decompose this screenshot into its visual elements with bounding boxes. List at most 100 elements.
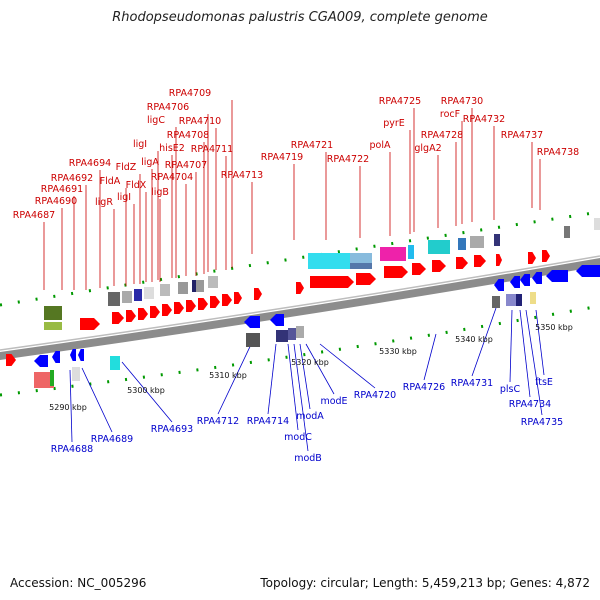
reverse-gene-label: RPA4726	[403, 382, 445, 393]
forward-gene-arrow	[254, 288, 262, 300]
reverse-gene-label: ftsE	[535, 377, 553, 388]
reverse-gene-arrow	[70, 349, 76, 361]
reverse-gene-arrow	[78, 349, 84, 361]
forward-gene-label: RPA4690	[35, 196, 77, 207]
kbp-scale-label: 5330 kbp	[379, 347, 417, 356]
reverse-gene-leader	[305, 343, 335, 395]
reverse-gene-label: RPA4720	[354, 390, 396, 401]
forward-gene-arrow	[296, 282, 304, 294]
reverse-gene-leader	[121, 361, 173, 423]
forward-gene-arrow	[150, 306, 160, 318]
kbp-scale-label: 5320 kbp	[291, 358, 329, 367]
reverse-gene-label: RPA4734	[509, 399, 551, 410]
reverse-gene-arrow	[510, 276, 520, 288]
feature-box	[380, 247, 406, 261]
feature-box	[470, 236, 484, 248]
forward-gene-arrow	[126, 310, 136, 322]
forward-gene-label: RPA4738	[537, 147, 579, 158]
forward-gene-label: RPA4704	[151, 172, 193, 183]
reverse-gene-leader	[423, 333, 437, 381]
reverse-gene-arrow	[520, 274, 530, 286]
reverse-gene-leader	[535, 309, 545, 376]
reverse-gene-arrow	[546, 270, 568, 282]
feature-box	[144, 287, 154, 299]
feature-box	[428, 240, 450, 254]
forward-gene-arrow	[234, 292, 242, 304]
reverse-gene-arrow	[576, 265, 600, 277]
forward-gene-arrow	[186, 300, 196, 312]
reverse-gene-label: RPA4731	[451, 378, 493, 389]
forward-gene-label: RPA4713	[221, 170, 263, 181]
feature-box	[72, 367, 80, 381]
genome-summary: Topology: circular; Length: 5,459,213 bp…	[260, 576, 590, 590]
reverse-gene-leader	[519, 309, 531, 398]
forward-gene-label: ligR	[95, 197, 113, 208]
feature-box	[50, 370, 54, 386]
forward-gene-label: ligI	[117, 192, 131, 203]
reverse-gene-label: RPA4712	[197, 416, 239, 427]
reverse-gene-leader	[293, 343, 309, 452]
reverse-gene-label: RPA4714	[247, 416, 289, 427]
chromosome-backbone	[0, 258, 600, 360]
feature-box	[134, 289, 142, 301]
reverse-gene-leader	[287, 343, 299, 431]
feature-box	[530, 292, 536, 304]
feature-box	[506, 294, 516, 306]
feature-box	[208, 276, 218, 288]
forward-gene-arrow	[222, 294, 232, 306]
reverse-gene-leader	[81, 367, 113, 433]
reverse-gene-label: modB	[294, 453, 322, 464]
kbp-scale-label: 5310 kbp	[209, 371, 247, 380]
feature-box	[276, 330, 288, 342]
forward-gene-label: rocF	[440, 109, 460, 120]
forward-gene-label: ligB	[151, 187, 169, 198]
reverse-gene-label: modE	[320, 396, 347, 407]
feature-box	[516, 294, 522, 306]
forward-gene-arrow	[210, 296, 220, 308]
reverse-gene-leader	[267, 343, 277, 415]
reverse-gene-leader	[525, 309, 543, 416]
accession-label: Accession: NC_005296	[10, 576, 147, 590]
feature-box	[122, 291, 132, 303]
forward-gene-label: ligA	[141, 157, 159, 168]
forward-gene-label: RPA4737	[501, 130, 543, 141]
forward-gene-arrow	[138, 308, 148, 320]
feature-box	[458, 238, 466, 250]
feature-box	[564, 226, 570, 238]
forward-gene-arrow	[384, 266, 408, 278]
backbone-highlight	[0, 255, 600, 351]
reverse-gene-leader	[299, 343, 311, 410]
forward-gene-arrow	[496, 254, 502, 266]
reverse-gene-leader	[471, 307, 497, 377]
forward-gene-arrow	[6, 354, 16, 366]
feature-box	[296, 326, 304, 338]
reverse-gene-arrow	[532, 272, 542, 284]
forward-gene-label: RPA4711	[191, 144, 233, 155]
forward-gene-label: RPA4687	[13, 210, 55, 221]
feature-box	[34, 372, 54, 388]
reverse-gene-label: modC	[284, 432, 312, 443]
feature-box	[178, 282, 188, 294]
forward-gene-label: ligC	[147, 115, 165, 126]
forward-gene-arrow	[474, 255, 486, 267]
feature-box	[246, 333, 260, 347]
forward-gene-label: hisE2	[159, 143, 185, 154]
forward-gene-arrow	[456, 257, 468, 269]
forward-gene-arrow	[432, 260, 446, 272]
forward-gene-label: RPA4730	[441, 96, 483, 107]
forward-gene-label: RPA4706	[147, 102, 189, 113]
forward-gene-arrow	[162, 304, 172, 316]
forward-gene-arrow	[412, 263, 426, 275]
forward-gene-label: RPA4707	[165, 160, 207, 171]
forward-gene-label: polA	[370, 140, 391, 151]
forward-gene-label: RPA4728	[421, 130, 463, 141]
reverse-gene-arrow	[494, 279, 504, 291]
forward-gene-label: ligI	[133, 139, 147, 150]
forward-tick-row	[0, 210, 600, 307]
reverse-gene-leader	[509, 309, 513, 383]
forward-gene-label: RPA4692	[51, 173, 93, 184]
forward-gene-label: RPA4721	[291, 140, 333, 151]
forward-gene-arrow	[112, 312, 124, 324]
forward-gene-label: RPA4732	[463, 114, 505, 125]
reverse-gene-label: plsC	[500, 384, 521, 395]
